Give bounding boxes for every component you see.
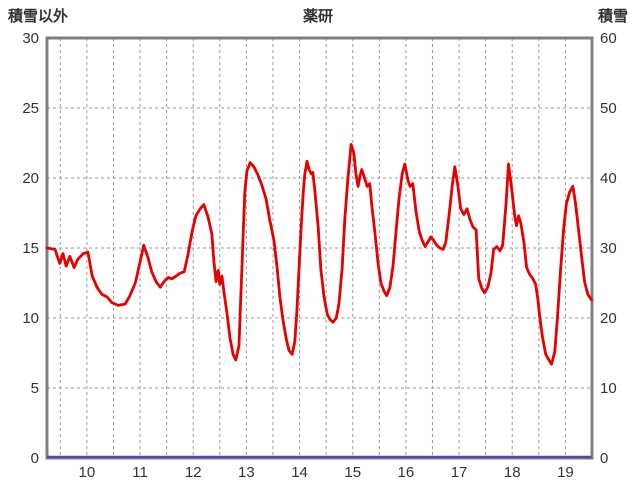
x-axis-tick-label: 16 xyxy=(398,464,415,481)
x-axis-tick-label: 13 xyxy=(238,464,255,481)
x-axis-tick-label: 11 xyxy=(132,464,148,481)
right-axis-title: 積雪 xyxy=(597,8,628,25)
y-axis-tick-label-right: 30 xyxy=(600,240,617,257)
y-axis-tick-label-right: 20 xyxy=(600,310,617,327)
chart-title: 薬研 xyxy=(302,8,333,25)
y-axis-tick-label-left: 25 xyxy=(22,100,39,117)
y-axis-tick-label-left: 20 xyxy=(22,170,39,187)
y-axis-tick-label-right: 0 xyxy=(600,450,608,467)
x-axis-tick-label: 18 xyxy=(504,464,521,481)
x-axis-tick-label: 19 xyxy=(557,464,574,481)
y-axis-tick-label-right: 50 xyxy=(600,100,617,117)
x-axis-tick-label: 15 xyxy=(344,464,361,481)
y-axis-tick-label-right: 10 xyxy=(600,380,617,397)
y-axis-tick-label-left: 10 xyxy=(22,310,39,327)
temperature-line xyxy=(45,142,593,366)
y-axis-tick-label-left: 15 xyxy=(22,240,39,257)
y-axis-tick-label-right: 40 xyxy=(600,170,617,187)
x-axis-tick-label: 17 xyxy=(451,464,468,481)
x-axis-tick-label: 10 xyxy=(79,464,96,481)
y-axis-tick-label-right: 60 xyxy=(600,30,617,47)
y-axis-tick-label-left: 30 xyxy=(22,30,39,47)
x-axis-tick-label: 14 xyxy=(291,464,308,481)
left-axis-title: 積雪以外 xyxy=(8,8,69,25)
y-axis-tick-label-left: 0 xyxy=(31,450,39,467)
x-axis-tick-label: 12 xyxy=(185,464,202,481)
y-axis-tick-label-left: 5 xyxy=(31,380,39,397)
